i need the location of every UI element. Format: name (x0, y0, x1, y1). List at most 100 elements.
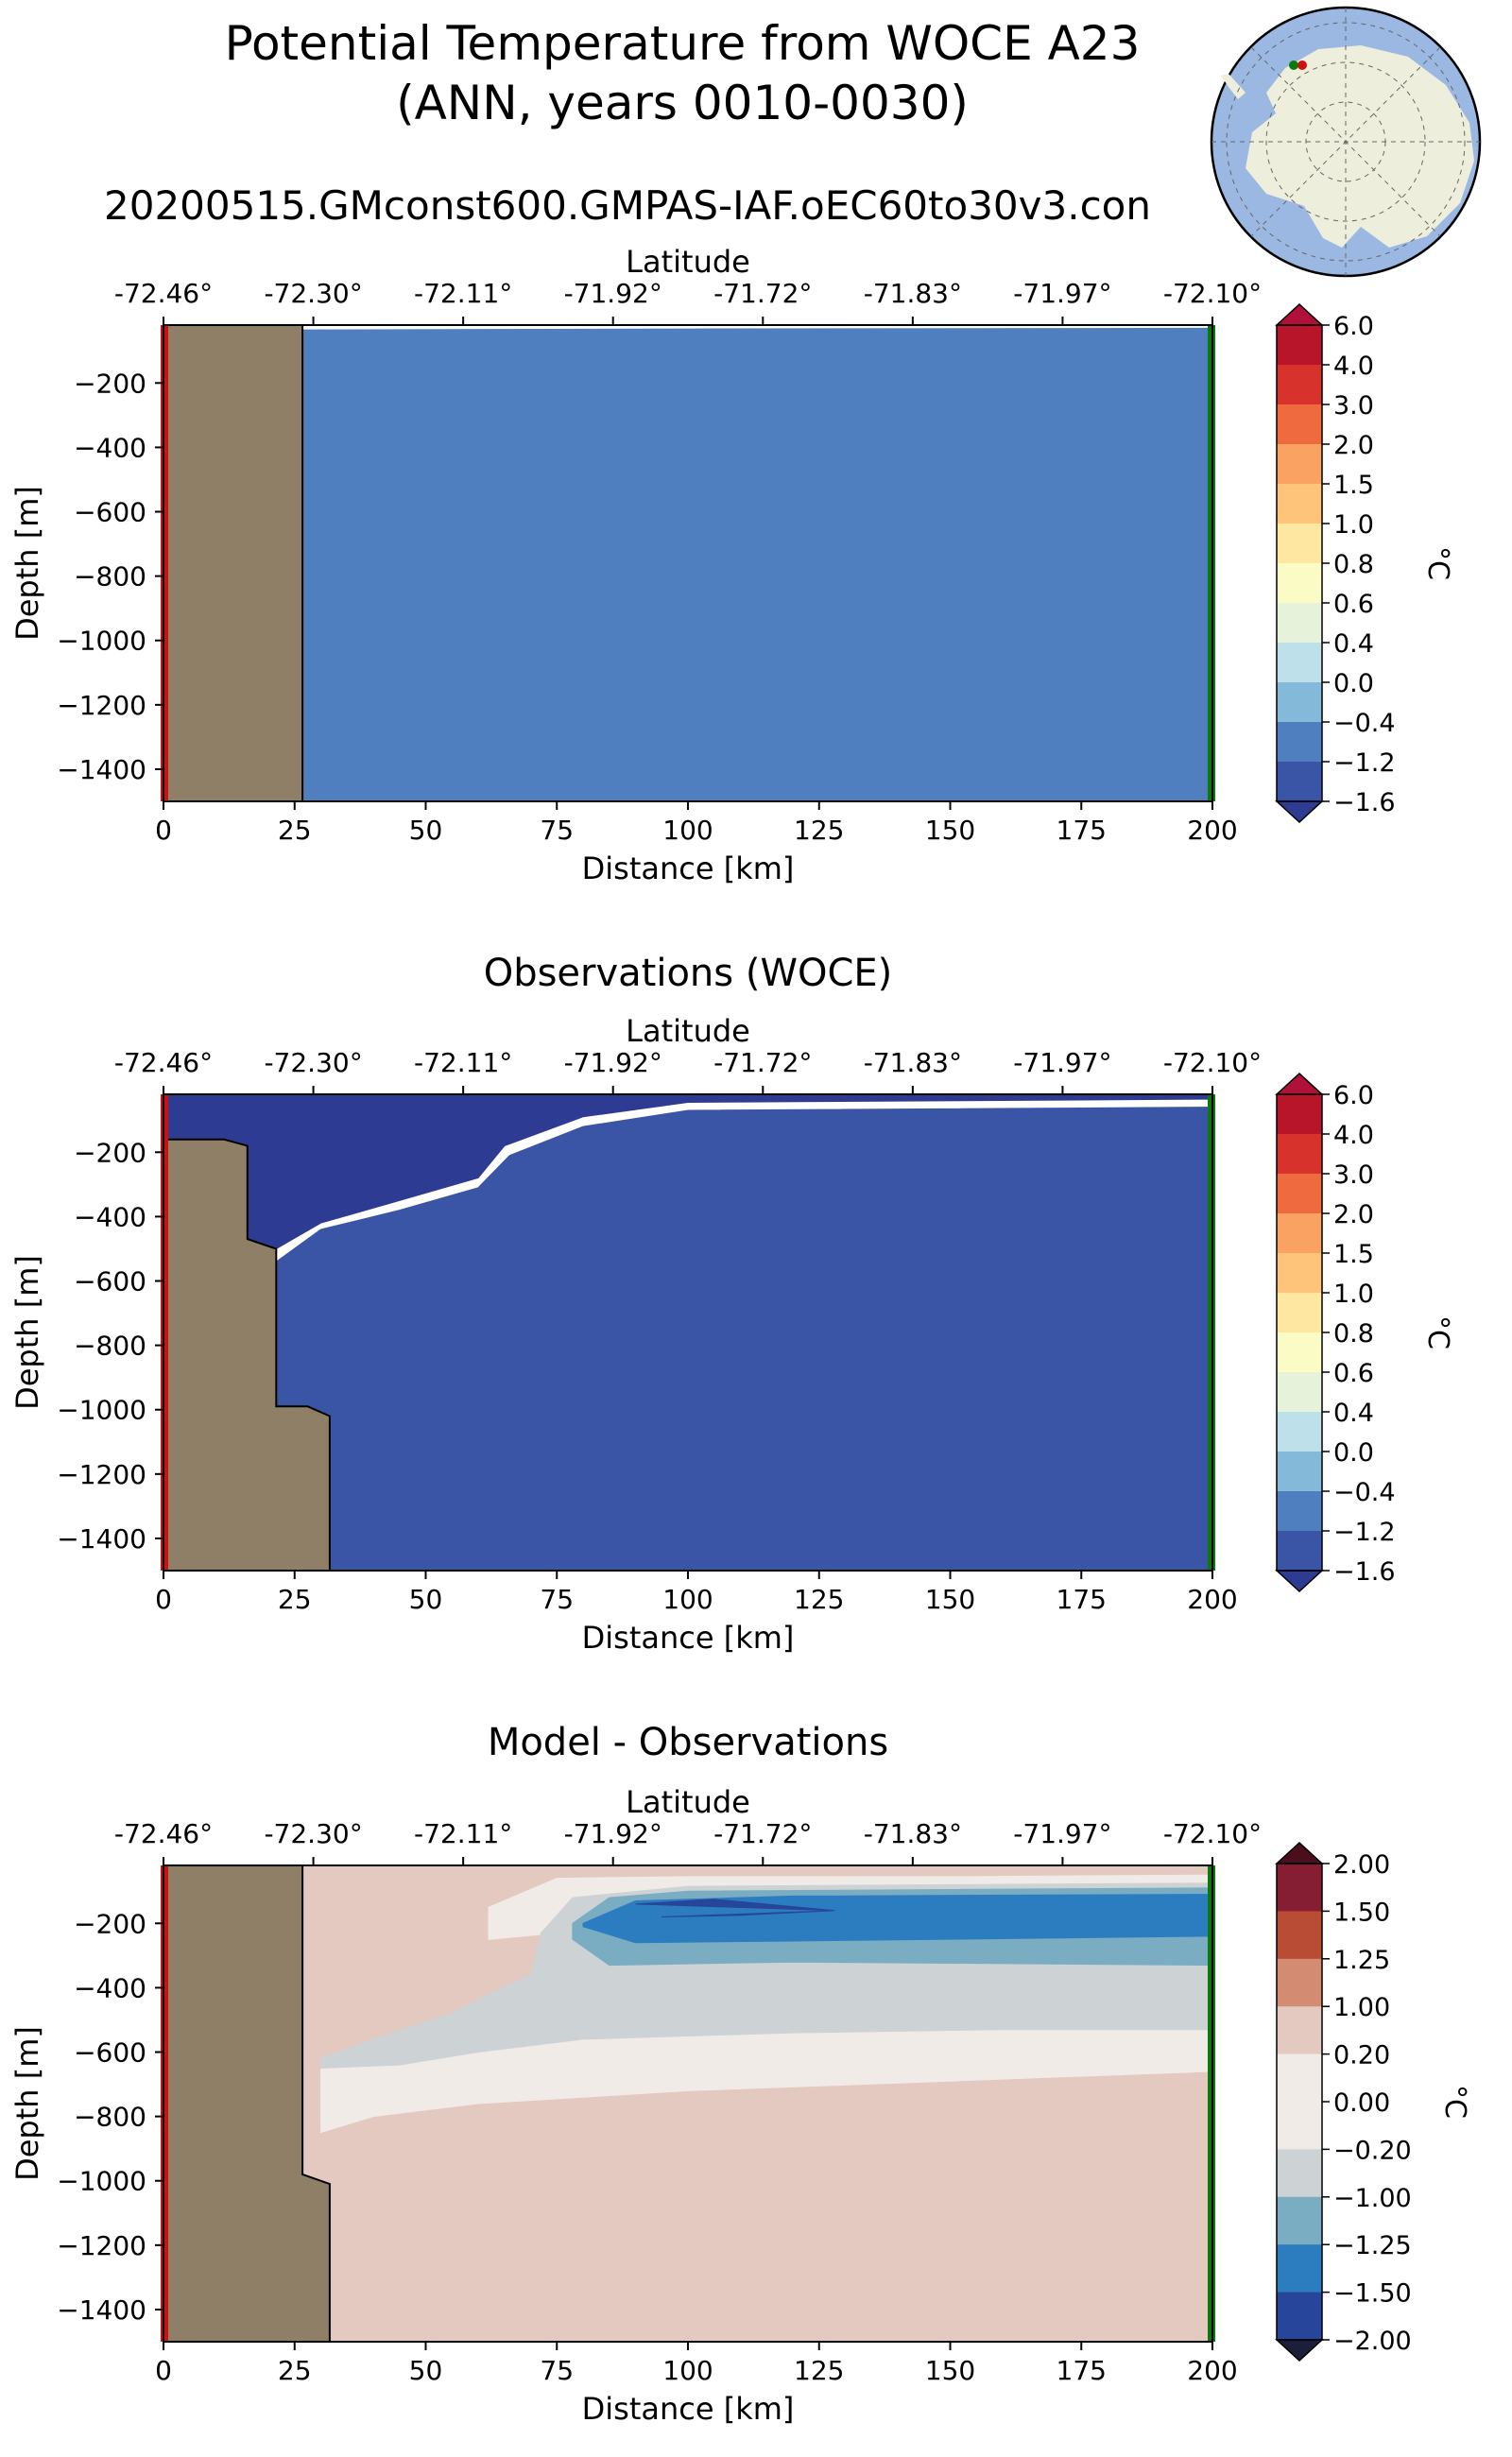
colorbar-tick-label: 1.25 (1333, 1946, 1390, 1975)
latitude-tick-label: -72.30° (264, 1818, 362, 1849)
colorbar-segment (1277, 444, 1322, 485)
latitude-tick-label: -71.72° (713, 1818, 812, 1849)
x-tick-label: 175 (1057, 1584, 1107, 1615)
colorbar-tick-label: 0.8 (1333, 550, 1374, 579)
x-tick-label: 200 (1187, 815, 1237, 846)
colorbar-segment (1277, 1531, 1322, 1572)
y-tick-label: −400 (74, 1201, 146, 1232)
latitude-tick-label: -72.10° (1163, 1818, 1262, 1849)
y-tick-label: −200 (74, 1137, 146, 1168)
map-section-start-dot (1297, 60, 1307, 70)
colorbar-tick-label: −1.25 (1333, 2231, 1412, 2260)
colorbar-segment (1277, 2196, 1322, 2245)
figure-title-line1: Potential Temperature from WOCE A23 (225, 16, 1141, 71)
x-tick-label: 50 (409, 1584, 443, 1615)
colorbar-segment (1277, 2149, 1322, 2198)
latitude-tick-label: -72.10° (1163, 1047, 1262, 1078)
x-axis-label: Distance [km] (582, 850, 795, 886)
colorbar-segment (1277, 722, 1322, 763)
y-tick-label: −400 (74, 432, 146, 463)
x-tick-label: 100 (662, 2355, 713, 2386)
colorbar-tick-label: −1.00 (1333, 2184, 1412, 2213)
colorbar-segment (1277, 603, 1322, 644)
x-tick-label: 100 (662, 1584, 713, 1615)
y-tick-label: −1400 (57, 754, 146, 785)
colorbar-tick-label: 3.0 (1333, 391, 1374, 421)
latitude-tick-label: -72.11° (414, 1818, 512, 1849)
x-tick-label: 50 (409, 815, 443, 846)
contour-band (275, 1107, 1212, 1571)
colorbar-tick-label: 1.5 (1333, 471, 1374, 500)
colorbar-segment (1277, 1491, 1322, 1532)
colorbar-segment (1277, 1293, 1322, 1333)
x-tick-label: 200 (1187, 2355, 1237, 2386)
colorbar-tick-label: 4.0 (1333, 1121, 1374, 1150)
y-tick-label: −1200 (57, 690, 146, 721)
panel-title: Observations (WOCE) (484, 952, 893, 995)
colorbar-tick-label: 0.20 (1333, 2041, 1390, 2070)
x-tick-label: 25 (278, 815, 312, 846)
latitude-tick-label: -71.92° (564, 278, 662, 309)
y-tick-label: −600 (74, 2037, 146, 2069)
colorbar-segment (1277, 1412, 1322, 1452)
latitude-tick-label: -72.11° (414, 278, 512, 309)
colorbar-segment (1277, 1864, 1322, 1912)
y-tick-label: −800 (74, 1331, 146, 1362)
latitude-tick-label: -71.83° (864, 1047, 962, 1078)
colorbar-tick-label: 0.4 (1333, 1399, 1374, 1428)
x-axis-label: Distance [km] (582, 1620, 795, 1656)
latitude-axis-label: Latitude (626, 1784, 750, 1820)
colorbar-segment (1277, 1174, 1322, 1214)
colorbar-under-extend (1275, 800, 1324, 824)
x-tick-label: 175 (1057, 815, 1107, 846)
x-tick-label: 25 (278, 2355, 312, 2386)
latitude-tick-label: -72.46° (114, 1047, 213, 1078)
x-tick-label: 75 (540, 815, 574, 846)
colorbar-tick-label: 0.6 (1333, 590, 1374, 619)
colorbar-segment (1277, 2292, 1322, 2341)
y-tick-label: −1400 (57, 2294, 146, 2326)
colorbar-tick-label: −1.6 (1333, 788, 1396, 817)
colorbar-tick-label: 1.50 (1333, 1898, 1390, 1927)
x-tick-label: 75 (540, 1584, 574, 1615)
y-tick-label: −200 (74, 1908, 146, 1939)
x-tick-label: 0 (155, 1584, 172, 1615)
y-tick-label: −1200 (57, 1459, 146, 1490)
x-tick-label: 200 (1187, 1584, 1237, 1615)
colorbar-tick-label: 0.00 (1333, 2088, 1390, 2118)
y-tick-label: −200 (74, 368, 146, 399)
colorbar-over-extend (1275, 1072, 1324, 1095)
latitude-tick-label: -71.92° (564, 1818, 662, 1849)
colorbar-tick-label: 1.00 (1333, 1993, 1390, 2022)
x-tick-label: 125 (794, 815, 844, 846)
colorbar-segment (1277, 484, 1322, 524)
contour-band (635, 1899, 835, 1917)
colorbar-tick-label: 6.0 (1333, 312, 1374, 341)
latitude-tick-label: -72.10° (1163, 278, 1262, 309)
colorbar-tick-label: −1.6 (1333, 1557, 1396, 1587)
map-peninsula (1221, 74, 1246, 99)
colorbar-tick-label: 0.8 (1333, 1319, 1374, 1349)
y-tick-label: −1000 (57, 1395, 146, 1426)
colorbar-segment (1277, 325, 1322, 366)
colorbar-tick-label: −0.4 (1333, 709, 1396, 738)
colorbar-segment (1277, 1372, 1322, 1413)
x-tick-label: 0 (155, 815, 172, 846)
latitude-tick-label: -71.72° (713, 1047, 812, 1078)
y-tick-label: −1000 (57, 2166, 146, 2197)
plot-area (163, 1094, 1212, 1571)
colorbar-segment (1277, 2053, 1322, 2103)
colorbar-under-extend (1275, 2339, 1324, 2362)
map-graticule (1211, 8, 1480, 276)
latitude-tick-label: -71.83° (864, 278, 962, 309)
y-tick-label: −1200 (57, 2230, 146, 2261)
run-name: 20200515.GMconst600.GMPAS-IAF.oEC60to30v… (104, 182, 1151, 229)
latitude-tick-label: -72.46° (114, 1818, 213, 1849)
colorbar-segment (1277, 762, 1322, 802)
y-tick-label: −1400 (57, 1523, 146, 1555)
colorbar-tick-label: −2.00 (1333, 2327, 1412, 2356)
colorbar-over-extend (1275, 302, 1324, 326)
x-tick-label: 25 (278, 1584, 312, 1615)
latitude-tick-label: -71.97° (1013, 278, 1111, 309)
colorbar-segment (1277, 1332, 1322, 1373)
